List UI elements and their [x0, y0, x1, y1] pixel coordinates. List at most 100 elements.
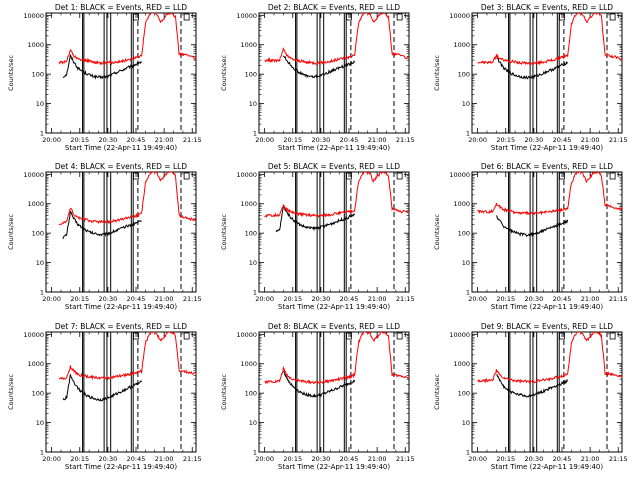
x-tick-label: 20:00: [42, 295, 61, 303]
x-axis-label: Start Time (22-Apr-11 19:49:40): [65, 144, 177, 152]
series-lld-line: [264, 172, 409, 219]
top-marker-box: [559, 172, 565, 180]
x-tick-label: 21:00: [155, 295, 174, 303]
y-tick-label: 100: [458, 71, 470, 79]
x-axis-label: Start Time (22-Apr-11 19:49:40): [65, 463, 177, 471]
x-tick-label: 21:15: [183, 295, 202, 303]
x-tick-label: 20:15: [70, 455, 89, 463]
y-tick-label: 1: [253, 130, 257, 138]
y-axis-label: Counts/sec: [220, 55, 228, 91]
y-tick-label: 1: [466, 449, 470, 457]
y-axis-label: Counts/sec: [220, 374, 228, 410]
series-events-line: [496, 57, 569, 80]
plot-frame: [45, 171, 197, 293]
y-tick-label: 1: [40, 449, 44, 457]
top-marker-box: [133, 332, 139, 340]
panel-title: Det 2: BLACK = Events, RED = LLD: [268, 3, 400, 12]
x-tick-label: 21:15: [396, 295, 415, 303]
top-marker-box: [609, 172, 616, 180]
x-tick-label: 20:15: [283, 455, 302, 463]
x-tick-label: 20:45: [340, 455, 359, 463]
panel-det-1: Det 1: BLACK = Events, RED = LLD 1 10 100 10…: [7, 3, 202, 152]
x-tick-label: 21:15: [609, 295, 628, 303]
x-tick-label: 20:45: [553, 295, 572, 303]
y-tick-label: 100: [32, 230, 44, 238]
panel-title: Det 7: BLACK = Events, RED = LLD: [55, 322, 187, 331]
y-tick-label: 10: [462, 259, 470, 267]
y-tick-label: 1: [40, 130, 44, 138]
x-tick-label: 20:30: [525, 455, 544, 463]
x-tick-label: 21:00: [581, 455, 600, 463]
x-axis-label: Start Time (22-Apr-11 19:49:40): [491, 303, 603, 311]
x-tick-label: 21:00: [155, 455, 174, 463]
series-events-line: [495, 215, 569, 238]
series-lld-line: [477, 13, 622, 67]
y-tick-label: 1: [40, 289, 44, 297]
x-tick-label: 20:45: [340, 295, 359, 303]
panel-title: Det 1: BLACK = Events, RED = LLD: [55, 3, 187, 12]
plot-frame: [471, 12, 623, 134]
y-tick-label: 100: [245, 390, 257, 398]
panel-title: Det 4: BLACK = Events, RED = LLD: [55, 162, 187, 171]
x-tick-label: 20:15: [70, 136, 89, 144]
top-marker-box: [183, 332, 190, 340]
top-marker-box: [183, 13, 190, 21]
top-marker-box: [133, 172, 139, 180]
y-tick-label: 1000: [453, 360, 470, 368]
x-axis-label: Start Time (22-Apr-11 19:49:40): [491, 144, 603, 152]
y-axis-label: Counts/sec: [7, 214, 15, 250]
y-tick-label: 1000: [27, 360, 44, 368]
panel-det-2: Det 2: BLACK = Events, RED = LLD 1 10 100 10…: [220, 3, 415, 152]
panel-det-6: Det 6: BLACK = Events, RED = LLD 1 10 100 10…: [433, 162, 628, 311]
panel-title: Det 9: BLACK = Events, RED = LLD: [481, 322, 613, 331]
panel-title: Det 5: BLACK = Events, RED = LLD: [268, 162, 400, 171]
panel-det-7: Det 7: BLACK = Events, RED = LLD 1 10 100 10…: [7, 322, 202, 471]
y-axis-label: Counts/sec: [7, 55, 15, 91]
x-tick-label: 20:00: [468, 136, 487, 144]
x-tick-label: 20:15: [283, 295, 302, 303]
x-tick-label: 21:00: [581, 136, 600, 144]
series-lld-line: [58, 172, 196, 226]
x-axis-label: Start Time (22-Apr-11 19:49:40): [65, 303, 177, 311]
plot-frame: [45, 331, 197, 453]
series-events-line: [275, 206, 356, 233]
x-tick-label: 20:15: [70, 295, 89, 303]
x-tick-label: 20:45: [127, 295, 146, 303]
top-marker-box: [346, 13, 352, 21]
x-tick-label: 20:45: [127, 455, 146, 463]
y-tick-label: 1: [253, 449, 257, 457]
y-tick-label: 100: [458, 230, 470, 238]
y-tick-label: 1000: [453, 41, 470, 49]
y-tick-label: 1000: [453, 200, 470, 208]
x-tick-label: 20:45: [553, 136, 572, 144]
panel-det-4: Det 4: BLACK = Events, RED = LLD 1 10 100 10…: [7, 162, 202, 311]
series-lld-line: [58, 13, 196, 66]
y-tick-label: 100: [245, 71, 257, 79]
x-tick-label: 21:15: [183, 455, 202, 463]
top-marker-box: [346, 332, 352, 340]
panel-title: Det 8: BLACK = Events, RED = LLD: [268, 322, 400, 331]
y-tick-label: 10000: [23, 171, 44, 179]
x-tick-label: 20:00: [255, 455, 274, 463]
panel-title: Det 3: BLACK = Events, RED = LLD: [481, 3, 613, 12]
top-marker-box: [609, 13, 616, 21]
y-tick-label: 1000: [240, 41, 257, 49]
y-tick-label: 1: [466, 289, 470, 297]
y-tick-label: 10000: [236, 12, 257, 20]
top-marker-box: [133, 13, 139, 21]
x-axis-label: Start Time (22-Apr-11 19:49:40): [278, 463, 390, 471]
y-tick-label: 10000: [236, 331, 257, 339]
top-marker-box: [183, 172, 190, 180]
x-axis-label: Start Time (22-Apr-11 19:49:40): [491, 463, 603, 471]
top-marker-box: [396, 332, 403, 340]
series-events-line: [62, 374, 143, 402]
y-tick-label: 100: [245, 230, 257, 238]
x-tick-label: 20:30: [99, 295, 118, 303]
x-tick-label: 20:00: [255, 136, 274, 144]
y-axis-label: Counts/sec: [433, 55, 441, 91]
series-lld-line: [477, 172, 622, 216]
panel-det-3: Det 3: BLACK = Events, RED = LLD 1 10 100 10…: [433, 3, 628, 152]
series-events-line: [62, 53, 142, 80]
y-tick-label: 10000: [23, 331, 44, 339]
